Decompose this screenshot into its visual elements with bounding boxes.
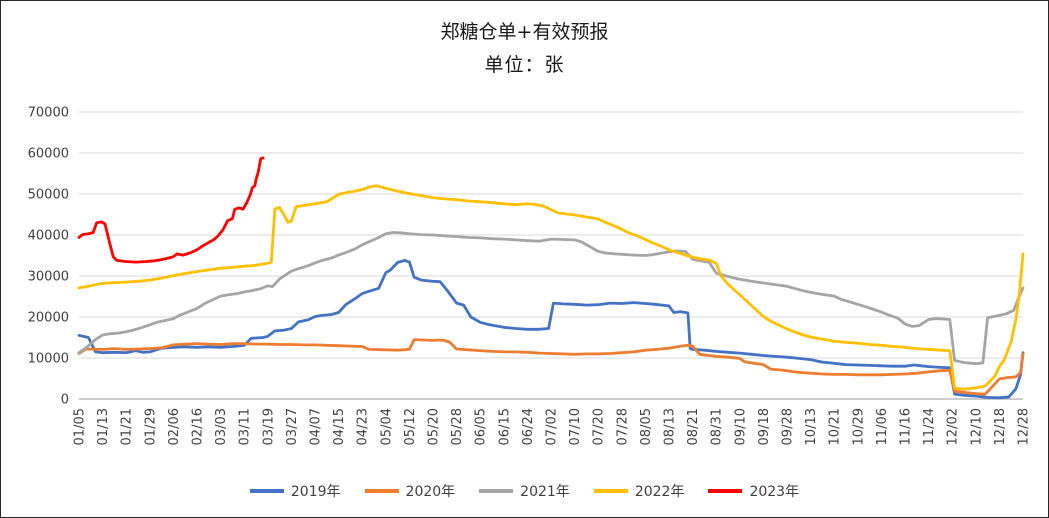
x-axis-tick-label: 09/28 bbox=[781, 408, 796, 445]
x-axis-tick-label: 12/02 bbox=[946, 408, 961, 445]
x-axis-tick-label: 10/29 bbox=[851, 408, 866, 445]
legend-line-swatch-icon bbox=[479, 489, 514, 493]
x-axis-tick-label: 12/18 bbox=[993, 408, 1008, 445]
x-axis-tick-label: 03/03 bbox=[214, 408, 229, 445]
legend-item-2022: 2022年 bbox=[593, 481, 685, 501]
x-axis-tick-label: 01/29 bbox=[143, 408, 158, 445]
y-axis-tick-label: 60000 bbox=[28, 147, 69, 162]
legend-item-2020: 2020年 bbox=[364, 481, 456, 501]
x-axis-tick-label: 06/24 bbox=[521, 408, 536, 445]
series-line-2023 bbox=[77, 156, 265, 264]
series-line-2019 bbox=[77, 258, 1025, 400]
x-axis-tick-label: 07/28 bbox=[615, 408, 630, 445]
y-axis-tick-label: 70000 bbox=[28, 106, 69, 121]
legend-item-2023: 2023年 bbox=[708, 481, 799, 501]
x-axis-tick-label: 03/19 bbox=[261, 408, 276, 445]
x-axis-tick-label: 05/12 bbox=[403, 408, 418, 445]
x-axis-tick-label: 12/10 bbox=[969, 408, 984, 445]
legend-label: 2019年 bbox=[290, 484, 341, 500]
x-axis-tick-label: 01/13 bbox=[96, 408, 111, 445]
x-axis-tick-label: 05/28 bbox=[450, 408, 465, 445]
x-axis-tick-label: 08/31 bbox=[710, 408, 725, 445]
legend-item-2021: 2021年 bbox=[479, 481, 570, 501]
x-axis-tick-label: 01/21 bbox=[120, 408, 135, 445]
x-axis-tick-label: 11/24 bbox=[922, 408, 937, 445]
x-axis-tick-label: 06/15 bbox=[497, 408, 512, 445]
x-axis-tick-label: 10/21 bbox=[828, 408, 843, 445]
x-axis-tick-label: 07/20 bbox=[592, 408, 607, 445]
x-axis-tick-label: 06/05 bbox=[474, 408, 489, 445]
chart-title: 郑糖仓单+有效预报 bbox=[440, 21, 609, 43]
legend-item-2019: 2019年 bbox=[249, 481, 341, 501]
legend-line-swatch-icon bbox=[593, 489, 628, 493]
series-line-2020 bbox=[77, 338, 1025, 396]
legend-label: 2021年 bbox=[520, 484, 570, 500]
x-axis-tick-label: 04/23 bbox=[356, 408, 371, 445]
x-axis-tick-label: 10/13 bbox=[804, 408, 819, 445]
x-axis-tick-label: 04/15 bbox=[332, 408, 347, 445]
x-axis-tick-label: 03/11 bbox=[238, 408, 253, 445]
y-axis-tick-label: 30000 bbox=[28, 270, 69, 285]
chart-subtitle: 单位：张 bbox=[484, 54, 565, 76]
y-axis-tick-label: 40000 bbox=[28, 229, 69, 244]
x-axis-tick-label: 09/10 bbox=[733, 408, 748, 445]
x-axis-tick-label: 08/05 bbox=[639, 408, 654, 445]
legend-line-swatch-icon bbox=[364, 489, 399, 493]
legend-label: 2023年 bbox=[749, 484, 800, 500]
x-axis-tick-label: 08/13 bbox=[663, 408, 678, 445]
x-axis-tick-label: 12/28 bbox=[1017, 408, 1032, 445]
x-axis-tick-label: 09/18 bbox=[757, 408, 772, 445]
x-axis-tick-label: 05/20 bbox=[427, 408, 442, 445]
y-axis-tick-label: 50000 bbox=[28, 188, 69, 203]
y-axis-tick-label: 10000 bbox=[28, 352, 69, 367]
legend-label: 2022年 bbox=[634, 484, 685, 500]
y-axis-tick-label: 0 bbox=[61, 393, 69, 408]
legend-line-swatch-icon bbox=[708, 489, 743, 493]
x-axis-tick-label: 11/16 bbox=[899, 408, 914, 445]
series-line-2022 bbox=[77, 184, 1025, 391]
x-axis-tick-label: 04/07 bbox=[309, 408, 324, 445]
x-axis-tick-label: 02/16 bbox=[191, 408, 206, 445]
series-line-2021 bbox=[77, 231, 1025, 366]
x-axis-tick-label: 08/21 bbox=[686, 408, 701, 445]
chart-legend: 2019年 2020年 2021年 2022年 2023年 bbox=[1, 481, 1048, 501]
x-axis-tick-label: 11/06 bbox=[875, 408, 890, 445]
legend-label: 2020年 bbox=[405, 484, 456, 500]
x-axis-tick-label: 02/06 bbox=[167, 408, 182, 445]
x-axis-tick-label: 05/04 bbox=[379, 408, 394, 445]
x-axis-tick-label: 01/05 bbox=[73, 408, 88, 445]
y-axis-tick-label: 20000 bbox=[28, 311, 69, 326]
x-axis-tick-label: 07/02 bbox=[545, 408, 560, 445]
x-axis-tick-label: 07/10 bbox=[568, 408, 583, 445]
chart-canvas: 0 10000 20000 30000 40000 50000 60000 70000 01/0… bbox=[28, 106, 1032, 446]
x-axis-tick-label: 03/27 bbox=[285, 408, 300, 445]
legend-line-swatch-icon bbox=[249, 489, 284, 493]
